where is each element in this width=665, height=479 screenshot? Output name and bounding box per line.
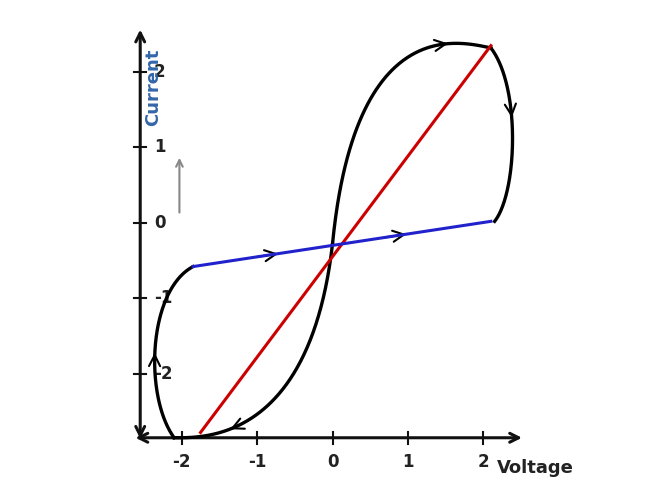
Text: -2: -2: [154, 365, 172, 383]
Text: 1: 1: [154, 138, 166, 157]
Text: -2: -2: [172, 453, 191, 471]
Text: -1: -1: [248, 453, 266, 471]
Text: 0: 0: [154, 214, 166, 232]
Text: 2: 2: [477, 453, 489, 471]
Text: 2: 2: [154, 63, 166, 81]
Text: 0: 0: [327, 453, 338, 471]
Text: -1: -1: [154, 289, 172, 307]
Text: 1: 1: [402, 453, 414, 471]
Text: Voltage: Voltage: [497, 459, 574, 477]
Text: Current: Current: [144, 48, 162, 126]
